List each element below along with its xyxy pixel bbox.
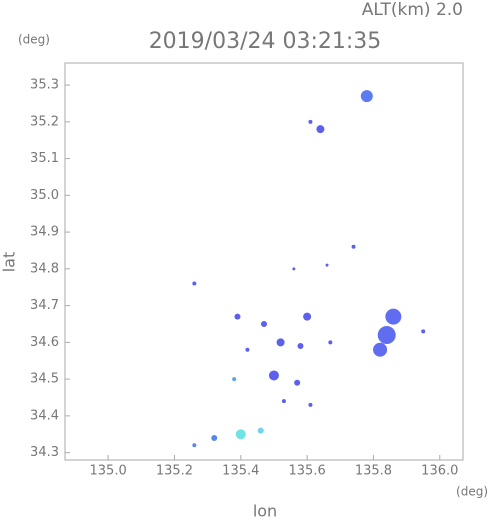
echo-point — [192, 281, 197, 286]
y-tick-label: 35.0 — [30, 188, 59, 203]
echo-point — [325, 263, 329, 267]
y-axis-label: lat — [0, 252, 19, 273]
echo-point — [328, 340, 333, 345]
chart-title: 2019/03/24 03:21:35 — [149, 29, 382, 54]
echo-point — [297, 343, 304, 350]
y-tick-label: 34.7 — [30, 298, 59, 313]
y-tick-label: 35.1 — [30, 151, 59, 166]
y-tick-label: 34.6 — [30, 335, 59, 350]
echo-point — [294, 379, 301, 386]
y-tick-label: 35.3 — [30, 78, 59, 93]
x-tick-label: 135.6 — [289, 464, 326, 479]
echo-point — [192, 443, 197, 448]
echo-point — [268, 370, 279, 381]
echo-point — [211, 434, 218, 441]
x-tick-label: 135.0 — [90, 464, 127, 479]
y-tick-label: 34.5 — [30, 372, 59, 387]
echo-point — [421, 329, 426, 334]
y-tick-label: 34.8 — [30, 261, 59, 276]
x-axis-label: lon — [253, 502, 277, 521]
echo-point — [308, 402, 313, 407]
echo-point — [373, 342, 388, 357]
echo-point — [360, 90, 373, 103]
x-tick-label: 135.8 — [355, 464, 392, 479]
y-tick-label: 34.4 — [30, 408, 59, 423]
echo-point — [303, 312, 312, 321]
echo-point — [316, 125, 325, 134]
subtitle: ALT(km) 2.0 — [362, 0, 463, 20]
echo-point — [232, 377, 237, 382]
y-tick-label: 34.9 — [30, 225, 59, 240]
x-tick-label: 135.2 — [156, 464, 193, 479]
echo-point — [308, 119, 313, 124]
echo-point — [276, 338, 285, 347]
y-tick-label: 34.3 — [30, 445, 59, 460]
echo-point — [351, 244, 356, 249]
y-unit: (deg) — [18, 33, 50, 47]
echo-point — [257, 427, 264, 434]
echo-point — [245, 347, 250, 352]
echo-point — [234, 313, 241, 320]
x-tick-label: 135.4 — [222, 464, 259, 479]
echo-point — [281, 399, 286, 404]
echo-point — [385, 308, 402, 325]
echo-point — [377, 326, 396, 345]
plot-frame — [64, 62, 464, 461]
echo-point — [261, 320, 267, 327]
echo-point — [235, 429, 246, 440]
x-unit: (deg) — [456, 485, 488, 499]
echo-point — [292, 267, 296, 271]
y-tick-label: 35.2 — [30, 114, 59, 129]
x-tick-label: 136.0 — [421, 464, 458, 479]
